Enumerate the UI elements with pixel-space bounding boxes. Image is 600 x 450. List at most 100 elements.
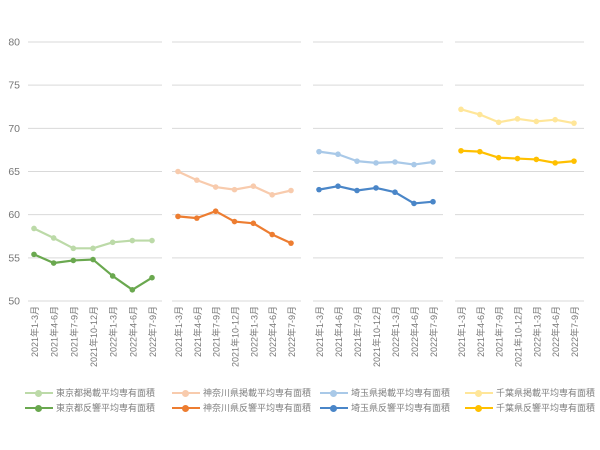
data-point — [411, 161, 417, 168]
y-axis-labels: 50 55 60 65 70 75 80 — [8, 37, 20, 308]
x-tick-label: 2022年1-3月 — [531, 306, 542, 357]
data-point — [552, 160, 558, 166]
data-point — [477, 148, 483, 155]
legend-label: 埼玉県掲載平均専有面積 — [351, 388, 451, 398]
data-point — [458, 147, 464, 154]
x-tick-label: 2021年1-3月 — [314, 306, 325, 357]
legend-marker-icon — [320, 404, 348, 412]
legend-label: 東京都掲載平均専有面積 — [56, 388, 156, 398]
legend-marker-icon — [25, 389, 53, 397]
data-point — [231, 218, 238, 225]
data-point — [533, 156, 540, 163]
legend-column: 神奈川県掲載平均専有面積神奈川県反響平均専有面積 — [172, 387, 311, 414]
data-point — [316, 148, 322, 155]
data-point — [411, 200, 417, 207]
data-point — [495, 154, 502, 161]
data-point — [269, 231, 275, 238]
x-tick-label: 2021年1-3月 — [29, 306, 40, 357]
x-tick-label: 2022年7-9月 — [569, 306, 580, 357]
x-tick-label: 2021年10-12月 — [88, 306, 99, 367]
x-tick-label: 2021年7-9月 — [211, 306, 222, 357]
data-point — [354, 158, 360, 164]
legend-label: 埼玉県反響平均専有面積 — [351, 403, 451, 413]
data-point — [373, 160, 379, 166]
x-tick-label: 2021年7-9月 — [352, 306, 363, 357]
data-point — [552, 116, 558, 123]
legend-item: 埼玉県掲載平均専有面積 — [320, 387, 450, 399]
y-tick-label: 50 — [8, 296, 20, 308]
x-tick-label: 2022年4-6月 — [550, 306, 561, 357]
data-point — [335, 183, 341, 189]
legend-item: 神奈川県反響平均専有面積 — [172, 402, 311, 414]
x-tick-label: 2021年10-12月 — [230, 306, 241, 367]
x-tick-label: 2021年10-12月 — [371, 306, 382, 367]
data-point — [269, 192, 275, 198]
data-point — [129, 286, 136, 293]
legend-marker-icon — [172, 404, 200, 412]
data-point — [288, 240, 294, 246]
y-tick-label: 70 — [8, 123, 20, 135]
x-tick-label: 2021年4-6月 — [49, 306, 60, 357]
data-point — [373, 185, 379, 191]
data-point — [70, 245, 77, 252]
y-tick-label: 60 — [8, 209, 20, 221]
x-tick-label: 2021年10-12月 — [513, 306, 524, 367]
y-tick-label: 65 — [8, 166, 20, 178]
data-point — [458, 106, 464, 113]
data-point — [335, 151, 341, 158]
data-point — [90, 256, 96, 263]
legend-item: 神奈川県掲載平均専有面積 — [172, 387, 311, 399]
data-point — [495, 119, 502, 126]
legend-column: 東京都掲載平均専有面積 東京都反響平均専有面積 — [25, 387, 155, 414]
data-point — [149, 237, 155, 244]
data-point — [533, 118, 540, 125]
legend-column: 千葉県掲載平均専有面積千葉県反響平均専有面積 — [465, 387, 595, 414]
legend-label: 神奈川県掲載平均専有面積 — [203, 388, 312, 398]
legend-item: 千葉県反響平均専有面積 — [465, 402, 595, 414]
data-point — [430, 159, 436, 165]
data-point — [194, 177, 200, 183]
data-point — [212, 184, 219, 190]
data-point — [175, 213, 181, 220]
data-point — [392, 189, 398, 196]
legend-item: 千葉県掲載平均専有面積 — [465, 387, 595, 399]
x-tick-label: 2022年1-3月 — [248, 306, 259, 357]
x-tick-label: 2022年4-6月 — [409, 306, 420, 357]
data-point — [50, 260, 57, 266]
x-tick-label: 2021年1-3月 — [456, 306, 467, 357]
legend-marker-icon — [25, 404, 53, 412]
data-point — [31, 251, 37, 258]
legend-marker-icon — [465, 389, 493, 397]
legend-item: 東京都掲載平均専有面積 — [25, 387, 155, 399]
legend: 東京都掲載平均専有面積 東京都反響平均専有面積 神奈川県掲載平均専有面積 神奈川県反響… — [0, 387, 600, 437]
x-axis-labels: 2021年1-3月 2021年4-6月 2021年7-9月 2021年10-12月 20… — [29, 306, 580, 367]
x-tick-label: 2021年7-9月 — [68, 306, 79, 357]
series-line — [176, 210, 293, 245]
x-tick-label: 2021年4-6月 — [192, 306, 203, 357]
x-tick-label: 2022年1-3月 — [390, 306, 401, 357]
legend-marker-icon — [320, 389, 348, 397]
legend-label: 東京都反響平均専有面積 — [56, 403, 156, 413]
x-tick-label: 2021年4-6月 — [475, 306, 486, 357]
x-tick-label: 2021年4-6月 — [333, 306, 344, 357]
x-tick-label: 2021年1-3月 — [173, 306, 184, 357]
data-point — [70, 257, 77, 264]
data-point — [354, 187, 360, 194]
data-point — [571, 120, 577, 126]
x-tick-label: 2022年4-6月 — [127, 306, 138, 357]
legend-item: 東京都反響平均専有面積 — [25, 402, 155, 414]
data-point — [231, 186, 238, 193]
gridlines — [28, 41, 584, 302]
x-tick-label: 2022年4-6月 — [267, 306, 278, 357]
legend-label: 千葉県掲載平均専有面積 — [496, 388, 596, 398]
data-point — [50, 235, 57, 241]
legend-column: 埼玉県掲載平均専有面積 埼玉県反響平均専有面積 — [320, 387, 450, 414]
x-tick-label: 2022年7-9月 — [428, 306, 439, 357]
legend-marker-icon — [465, 404, 493, 412]
x-tick-label: 2022年7-9月 — [147, 306, 158, 357]
legend-item: 埼玉県反響平均専有面積 — [320, 402, 450, 414]
y-tick-label: 55 — [8, 252, 20, 264]
data-point — [430, 198, 436, 205]
